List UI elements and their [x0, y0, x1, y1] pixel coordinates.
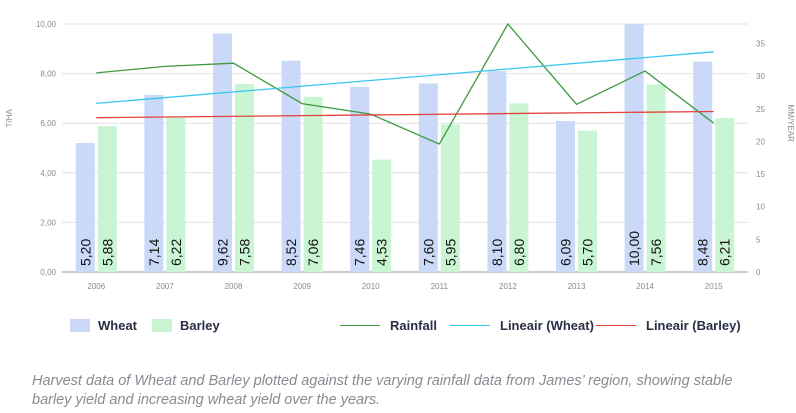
- barley-bar: [646, 84, 666, 273]
- data-label: 8,52: [283, 239, 299, 266]
- data-label: 9,62: [215, 239, 231, 266]
- y-tick-label: 10,00: [36, 20, 57, 29]
- data-label: 5,20: [77, 239, 93, 266]
- y2-tick-label: 25: [756, 105, 765, 114]
- y2-tick-label: 5: [756, 235, 761, 244]
- y-tick-label: 6,00: [40, 119, 56, 128]
- lineair-wheat-swatch: [450, 324, 490, 326]
- y-tick-label: 8,00: [40, 70, 56, 79]
- legend-label-wheat: Wheat: [98, 317, 137, 333]
- data-label: 5,88: [99, 239, 115, 266]
- lineair-wheat-line: [96, 51, 714, 105]
- x-tick-label: 2014: [636, 282, 654, 291]
- legend-label-barley: Barley: [180, 317, 220, 333]
- data-label: 7,58: [237, 239, 253, 266]
- y2-tick-label: 10: [756, 203, 765, 212]
- wheat-bar: [556, 120, 575, 272]
- y-axis-title: T/HA: [5, 108, 14, 127]
- data-label: 7,46: [352, 239, 368, 266]
- legend-item-lineair-wheat: Lineair (Wheat): [450, 312, 594, 338]
- x-tick-label: 2012: [499, 282, 517, 291]
- y2-tick-label: 20: [756, 137, 765, 146]
- x-tick-label: 2013: [568, 282, 586, 291]
- x-tick-label: 2015: [705, 282, 723, 291]
- legend-label-rainfall: Rainfall: [390, 317, 437, 333]
- wheat-swatch: [70, 318, 90, 332]
- bar-layer: 5,20 7,14 9,62 8,52 7,46 7,60 8,10 6,09 10,00 8,4…: [75, 24, 735, 273]
- wheat-bar: [75, 143, 95, 272]
- data-label: 5,70: [580, 239, 596, 266]
- barley-bar: [303, 96, 323, 272]
- y2-tick-label: 35: [756, 40, 765, 49]
- y2-tick-label: 15: [756, 170, 765, 179]
- chart-caption: Harvest data of Wheat and Barley plotted…: [32, 373, 733, 408]
- legend-item-lineair-barley: Lineair (Barley): [596, 312, 741, 338]
- wheat-bar: [281, 60, 301, 273]
- barley-bar: [715, 117, 735, 272]
- y-tick-label: 2,00: [40, 218, 56, 227]
- legend-label-lineair-wheat: Lineair (Wheat): [500, 317, 594, 333]
- y2-tick-label: 30: [756, 72, 765, 81]
- barley-bar: [166, 117, 186, 272]
- barley-bar: [372, 159, 392, 272]
- data-label: 6,09: [558, 239, 574, 266]
- lineair-barley-swatch: [596, 324, 636, 326]
- data-label: 8,10: [489, 239, 505, 266]
- data-label: 5,95: [442, 239, 458, 266]
- x-tick-label: 2009: [293, 282, 311, 291]
- barley-bar: [440, 124, 460, 272]
- legend-item-rainfall: Rainfall: [340, 312, 437, 338]
- legend-item-barley: Barley: [152, 312, 220, 338]
- line-layer: [96, 22, 715, 145]
- barley-bar: [509, 103, 529, 272]
- gridlines: [62, 23, 748, 273]
- x-tick-label: 2008: [225, 282, 243, 291]
- wheat-bar: [693, 61, 713, 272]
- data-label: 6,80: [511, 239, 527, 266]
- data-label: 7,60: [420, 239, 436, 266]
- wheat-bar: [144, 94, 164, 272]
- rainfall-line: [96, 22, 715, 145]
- y-tick-label: 0,00: [40, 268, 56, 277]
- data-label: 4,53: [374, 239, 390, 266]
- data-label: 6,21: [717, 239, 733, 266]
- x-tick-label: 2011: [431, 282, 449, 291]
- x-tick-label: 2007: [156, 282, 174, 291]
- barley-bar: [578, 130, 597, 272]
- x-tick-label: 2006: [87, 282, 105, 291]
- data-label: 8,48: [695, 239, 711, 266]
- barley-bar: [97, 126, 117, 273]
- barley-bar: [235, 84, 254, 273]
- data-label: 7,14: [146, 239, 162, 266]
- wheat-bar: [624, 24, 644, 272]
- chart: 5,20 7,14 9,62 8,52 7,46 7,60 8,10 6,09 10,00 8,4…: [5, 20, 795, 291]
- y2-tick-label: 0: [756, 268, 761, 277]
- wheat-bar: [418, 83, 438, 273]
- y2-axis-title: MM/YEAR: [786, 105, 795, 143]
- axes: 0,00 2,00 4,00 6,00 8,00 10,00 0 5 10 15 20 25 30 35 T…: [5, 20, 795, 291]
- data-label: 6,22: [168, 239, 184, 266]
- x-tick-label: 2010: [362, 282, 380, 291]
- wheat-bar: [350, 86, 370, 272]
- data-label: 7,06: [305, 239, 321, 266]
- legend: Wheat Barley Rainfall Lineair (Wheat) Li…: [0, 312, 796, 340]
- rainfall-swatch: [340, 324, 380, 326]
- data-label: 7,56: [648, 239, 664, 266]
- data-label: 10,00: [626, 231, 642, 266]
- lineair-barley-line: [96, 110, 714, 119]
- barley-swatch: [152, 318, 172, 332]
- legend-label-lineair-barley: Lineair (Barley): [646, 317, 741, 333]
- wheat-bar: [213, 33, 232, 273]
- y-tick-label: 4,00: [40, 169, 56, 178]
- wheat-bar: [487, 71, 507, 273]
- legend-item-wheat: Wheat: [70, 312, 137, 338]
